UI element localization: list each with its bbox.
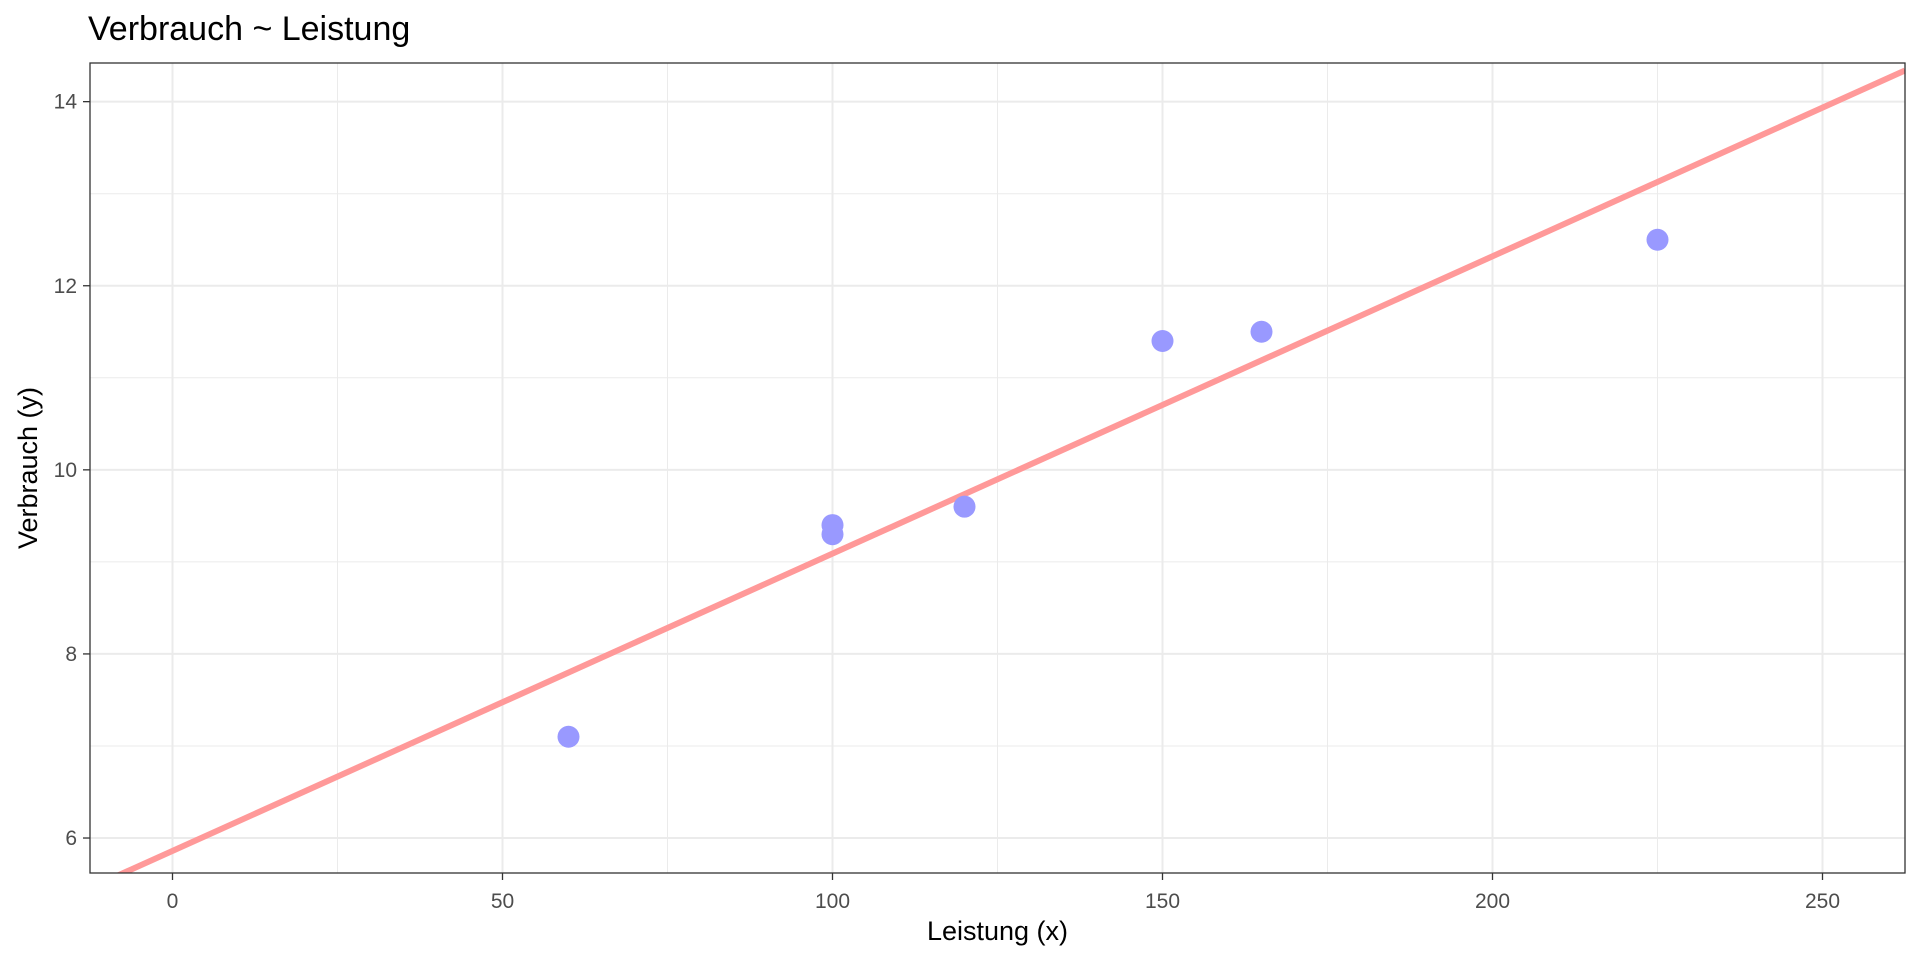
x-tick-label: 150 xyxy=(1145,890,1180,913)
x-axis-title: Leistung (x) xyxy=(927,916,1068,946)
x-axis: 0 50 100 150 200 250 xyxy=(167,873,1840,913)
data-point xyxy=(557,725,580,748)
data-point xyxy=(1646,228,1669,251)
data-point xyxy=(1250,320,1273,343)
data-point xyxy=(1151,329,1174,352)
chart-title: Verbrauch ~ Leistung xyxy=(88,10,410,48)
regression-layer xyxy=(116,67,1905,873)
y-tick-label: 6 xyxy=(65,827,77,850)
major-gridlines xyxy=(90,63,1905,873)
y-tick-label: 12 xyxy=(54,275,77,298)
y-axis: 6 8 10 12 14 xyxy=(54,91,90,850)
x-tick-label: 100 xyxy=(815,890,850,913)
x-tick-label: 0 xyxy=(167,890,179,913)
y-axis-title: Verbrauch (y) xyxy=(13,387,43,549)
points-layer xyxy=(557,228,1669,748)
y-tick-label: 10 xyxy=(54,459,77,482)
x-tick-label: 250 xyxy=(1805,890,1840,913)
panel-border xyxy=(89,62,1906,874)
minor-gridlines xyxy=(90,63,1905,873)
x-tick-label: 200 xyxy=(1475,890,1510,913)
regression-line xyxy=(116,67,1905,873)
y-tick-label: 8 xyxy=(65,643,77,666)
x-tick-label: 50 xyxy=(491,890,514,913)
data-point xyxy=(953,495,976,518)
y-tick-label: 14 xyxy=(54,91,78,114)
data-point xyxy=(821,514,844,537)
